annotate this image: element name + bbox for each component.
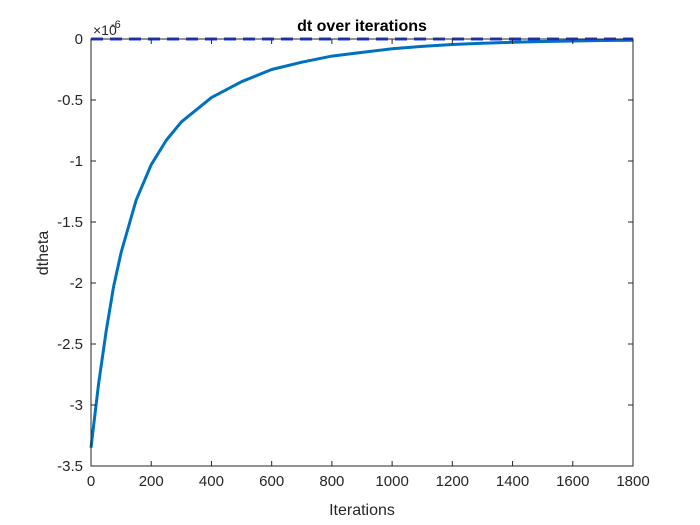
- x-tick-label: 800: [319, 473, 344, 490]
- x-tick-label: 200: [139, 473, 164, 490]
- x-tick-label: 600: [259, 473, 284, 490]
- y-exponent-power: -6: [111, 19, 121, 31]
- x-tick-label: 400: [199, 473, 224, 490]
- x-tick-label: 1800: [616, 473, 649, 490]
- x-tick-label: 1200: [436, 473, 469, 490]
- y-tick-label: -2: [70, 275, 83, 292]
- chart-title: dt over iterations: [297, 18, 427, 35]
- x-axis-label: Iterations: [329, 502, 395, 519]
- plot-area: [91, 39, 633, 466]
- x-tick-label: 1600: [556, 473, 589, 490]
- x-tick-label: 1400: [496, 473, 529, 490]
- x-axis-ticks: 0 200 400 600 800 1000 1200 1400 1600 1800: [87, 39, 650, 490]
- y-exponent-label: ×10: [93, 22, 117, 38]
- dtheta-series-line: [89, 38, 634, 448]
- x-tick-label: 1000: [375, 473, 408, 490]
- y-tick-label: -0.5: [57, 92, 83, 109]
- axes-box: [90, 38, 634, 467]
- y-tick-label: -1.5: [57, 214, 83, 231]
- x-tick-label: 0: [87, 473, 95, 490]
- y-axis-ticks: 0 -0.5 -1 -1.5 -2 -2.5 -3 -3.5: [57, 31, 633, 475]
- y-axis-label: dtheta: [35, 231, 52, 276]
- y-tick-label: -3: [70, 397, 83, 414]
- y-tick-label: -3.5: [57, 458, 83, 475]
- axes-background: [91, 39, 633, 466]
- y-tick-label: -1: [70, 153, 83, 170]
- y-tick-label: 0: [75, 31, 83, 48]
- y-tick-label: -2.5: [57, 336, 83, 353]
